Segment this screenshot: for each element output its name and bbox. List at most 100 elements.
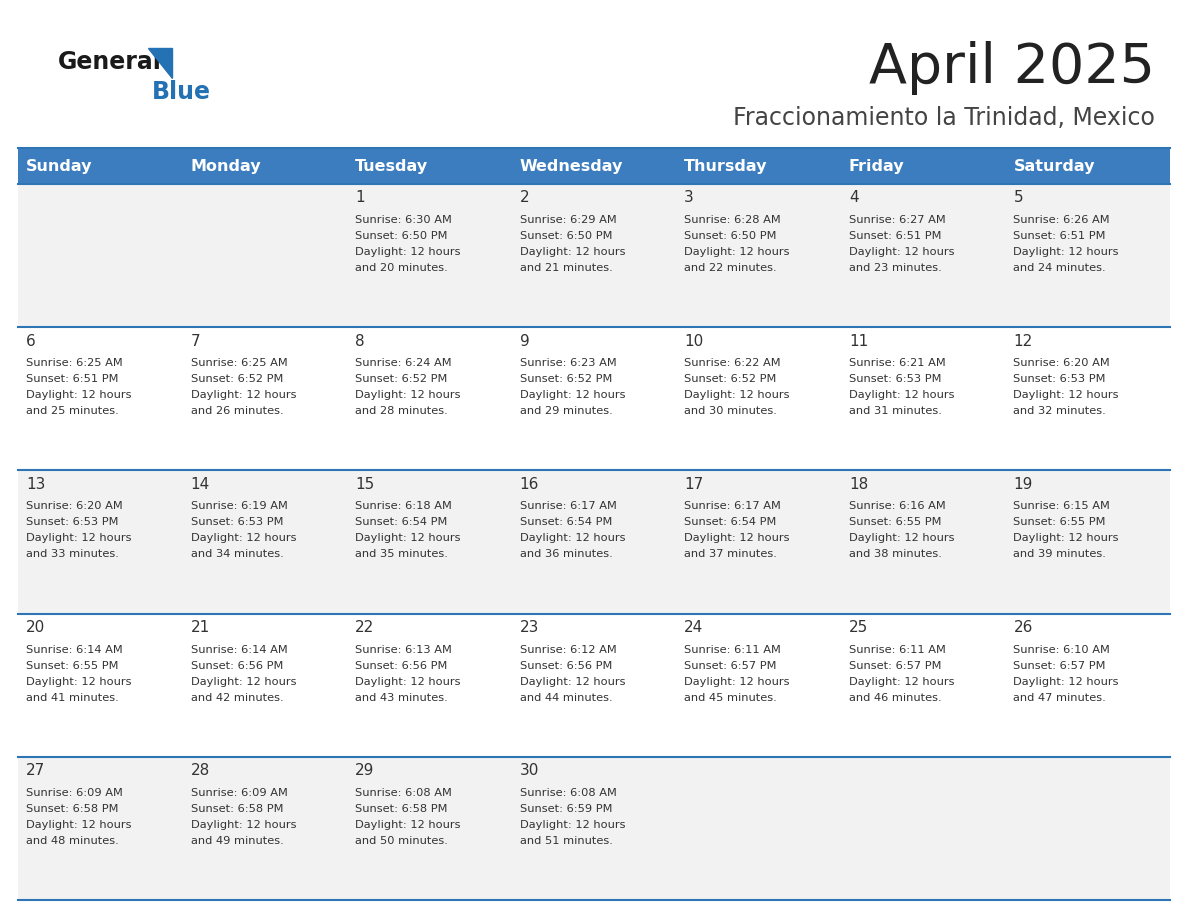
Text: and 21 minutes.: and 21 minutes. bbox=[519, 263, 613, 273]
Text: Sunset: 6:52 PM: Sunset: 6:52 PM bbox=[190, 375, 283, 385]
Bar bbox=[18, 327, 1170, 470]
Bar bbox=[1005, 148, 1170, 184]
Text: 18: 18 bbox=[849, 476, 868, 492]
Text: Sunset: 6:53 PM: Sunset: 6:53 PM bbox=[190, 518, 283, 528]
Text: and 44 minutes.: and 44 minutes. bbox=[519, 692, 612, 702]
Text: 6: 6 bbox=[26, 334, 36, 349]
Text: Sunset: 6:50 PM: Sunset: 6:50 PM bbox=[355, 231, 448, 241]
Text: Sunset: 6:53 PM: Sunset: 6:53 PM bbox=[849, 375, 941, 385]
Text: Daylight: 12 hours: Daylight: 12 hours bbox=[26, 533, 132, 543]
Text: Sunrise: 6:16 AM: Sunrise: 6:16 AM bbox=[849, 501, 946, 511]
Text: Sunset: 6:58 PM: Sunset: 6:58 PM bbox=[190, 804, 283, 813]
Text: General: General bbox=[58, 50, 162, 74]
Text: Sunset: 6:56 PM: Sunset: 6:56 PM bbox=[190, 661, 283, 671]
Text: 22: 22 bbox=[355, 620, 374, 635]
Text: Daylight: 12 hours: Daylight: 12 hours bbox=[519, 390, 625, 400]
Text: Sunrise: 6:20 AM: Sunrise: 6:20 AM bbox=[26, 501, 122, 511]
Text: Sunset: 6:52 PM: Sunset: 6:52 PM bbox=[684, 375, 777, 385]
Text: and 48 minutes.: and 48 minutes. bbox=[26, 835, 119, 845]
Text: Sunrise: 6:23 AM: Sunrise: 6:23 AM bbox=[519, 358, 617, 368]
Text: and 50 minutes.: and 50 minutes. bbox=[355, 835, 448, 845]
Text: Sunrise: 6:17 AM: Sunrise: 6:17 AM bbox=[519, 501, 617, 511]
Text: Sunrise: 6:12 AM: Sunrise: 6:12 AM bbox=[519, 644, 617, 655]
Text: Daylight: 12 hours: Daylight: 12 hours bbox=[684, 677, 790, 687]
Text: Sunday: Sunday bbox=[26, 160, 93, 174]
Text: Sunrise: 6:10 AM: Sunrise: 6:10 AM bbox=[1013, 644, 1111, 655]
Text: Sunrise: 6:24 AM: Sunrise: 6:24 AM bbox=[355, 358, 451, 368]
Text: 25: 25 bbox=[849, 620, 868, 635]
Text: Sunrise: 6:29 AM: Sunrise: 6:29 AM bbox=[519, 215, 617, 225]
Text: Sunset: 6:59 PM: Sunset: 6:59 PM bbox=[519, 804, 612, 813]
Text: Sunset: 6:52 PM: Sunset: 6:52 PM bbox=[519, 375, 612, 385]
Text: Sunset: 6:50 PM: Sunset: 6:50 PM bbox=[519, 231, 612, 241]
Text: and 45 minutes.: and 45 minutes. bbox=[684, 692, 777, 702]
Text: Daylight: 12 hours: Daylight: 12 hours bbox=[519, 533, 625, 543]
Text: 4: 4 bbox=[849, 191, 859, 206]
Text: Daylight: 12 hours: Daylight: 12 hours bbox=[26, 390, 132, 400]
Text: Sunset: 6:56 PM: Sunset: 6:56 PM bbox=[519, 661, 612, 671]
Text: Daylight: 12 hours: Daylight: 12 hours bbox=[355, 820, 461, 830]
Text: 27: 27 bbox=[26, 763, 45, 778]
Text: and 36 minutes.: and 36 minutes. bbox=[519, 549, 613, 559]
Bar bbox=[347, 148, 512, 184]
Text: Sunset: 6:53 PM: Sunset: 6:53 PM bbox=[1013, 375, 1106, 385]
Text: Daylight: 12 hours: Daylight: 12 hours bbox=[190, 390, 296, 400]
Text: and 22 minutes.: and 22 minutes. bbox=[684, 263, 777, 273]
Text: 16: 16 bbox=[519, 476, 539, 492]
Text: 26: 26 bbox=[1013, 620, 1032, 635]
Text: 14: 14 bbox=[190, 476, 210, 492]
Text: Sunrise: 6:08 AM: Sunrise: 6:08 AM bbox=[355, 788, 451, 798]
Text: Sunrise: 6:08 AM: Sunrise: 6:08 AM bbox=[519, 788, 617, 798]
Bar bbox=[18, 470, 1170, 613]
Text: Sunset: 6:58 PM: Sunset: 6:58 PM bbox=[355, 804, 448, 813]
Text: Daylight: 12 hours: Daylight: 12 hours bbox=[849, 677, 954, 687]
Text: and 20 minutes.: and 20 minutes. bbox=[355, 263, 448, 273]
Text: 12: 12 bbox=[1013, 334, 1032, 349]
Text: Daylight: 12 hours: Daylight: 12 hours bbox=[684, 533, 790, 543]
Text: Tuesday: Tuesday bbox=[355, 160, 428, 174]
Text: Sunset: 6:53 PM: Sunset: 6:53 PM bbox=[26, 518, 119, 528]
Text: and 39 minutes.: and 39 minutes. bbox=[1013, 549, 1106, 559]
Text: Sunset: 6:55 PM: Sunset: 6:55 PM bbox=[26, 661, 119, 671]
Text: Sunset: 6:54 PM: Sunset: 6:54 PM bbox=[355, 518, 448, 528]
Text: 10: 10 bbox=[684, 334, 703, 349]
Text: and 38 minutes.: and 38 minutes. bbox=[849, 549, 942, 559]
Bar bbox=[18, 148, 183, 184]
Text: Sunrise: 6:30 AM: Sunrise: 6:30 AM bbox=[355, 215, 451, 225]
Text: and 33 minutes.: and 33 minutes. bbox=[26, 549, 119, 559]
Text: and 37 minutes.: and 37 minutes. bbox=[684, 549, 777, 559]
Text: Daylight: 12 hours: Daylight: 12 hours bbox=[355, 677, 461, 687]
Bar bbox=[18, 756, 1170, 900]
Bar bbox=[512, 148, 676, 184]
Text: Daylight: 12 hours: Daylight: 12 hours bbox=[190, 677, 296, 687]
Text: and 35 minutes.: and 35 minutes. bbox=[355, 549, 448, 559]
Text: and 34 minutes.: and 34 minutes. bbox=[190, 549, 283, 559]
Text: 19: 19 bbox=[1013, 476, 1032, 492]
Text: Sunset: 6:51 PM: Sunset: 6:51 PM bbox=[1013, 231, 1106, 241]
Text: and 51 minutes.: and 51 minutes. bbox=[519, 835, 613, 845]
Text: Daylight: 12 hours: Daylight: 12 hours bbox=[849, 533, 954, 543]
Text: Sunset: 6:57 PM: Sunset: 6:57 PM bbox=[849, 661, 941, 671]
Text: Sunrise: 6:09 AM: Sunrise: 6:09 AM bbox=[190, 788, 287, 798]
Bar bbox=[18, 613, 1170, 756]
Text: Sunrise: 6:15 AM: Sunrise: 6:15 AM bbox=[1013, 501, 1111, 511]
Text: Sunset: 6:56 PM: Sunset: 6:56 PM bbox=[355, 661, 448, 671]
Text: Sunset: 6:51 PM: Sunset: 6:51 PM bbox=[26, 375, 119, 385]
Text: Daylight: 12 hours: Daylight: 12 hours bbox=[355, 533, 461, 543]
Text: Daylight: 12 hours: Daylight: 12 hours bbox=[26, 820, 132, 830]
Text: 29: 29 bbox=[355, 763, 374, 778]
Text: Sunset: 6:55 PM: Sunset: 6:55 PM bbox=[849, 518, 941, 528]
Text: and 24 minutes.: and 24 minutes. bbox=[1013, 263, 1106, 273]
Text: Daylight: 12 hours: Daylight: 12 hours bbox=[190, 533, 296, 543]
Text: and 32 minutes.: and 32 minutes. bbox=[1013, 406, 1106, 416]
Text: 20: 20 bbox=[26, 620, 45, 635]
Text: Daylight: 12 hours: Daylight: 12 hours bbox=[519, 820, 625, 830]
Polygon shape bbox=[148, 48, 172, 78]
Text: Sunset: 6:50 PM: Sunset: 6:50 PM bbox=[684, 231, 777, 241]
Text: Sunset: 6:58 PM: Sunset: 6:58 PM bbox=[26, 804, 119, 813]
Bar bbox=[676, 148, 841, 184]
Text: Sunrise: 6:22 AM: Sunrise: 6:22 AM bbox=[684, 358, 781, 368]
Text: Sunrise: 6:14 AM: Sunrise: 6:14 AM bbox=[190, 644, 287, 655]
Text: Blue: Blue bbox=[152, 80, 211, 104]
Text: and 25 minutes.: and 25 minutes. bbox=[26, 406, 119, 416]
